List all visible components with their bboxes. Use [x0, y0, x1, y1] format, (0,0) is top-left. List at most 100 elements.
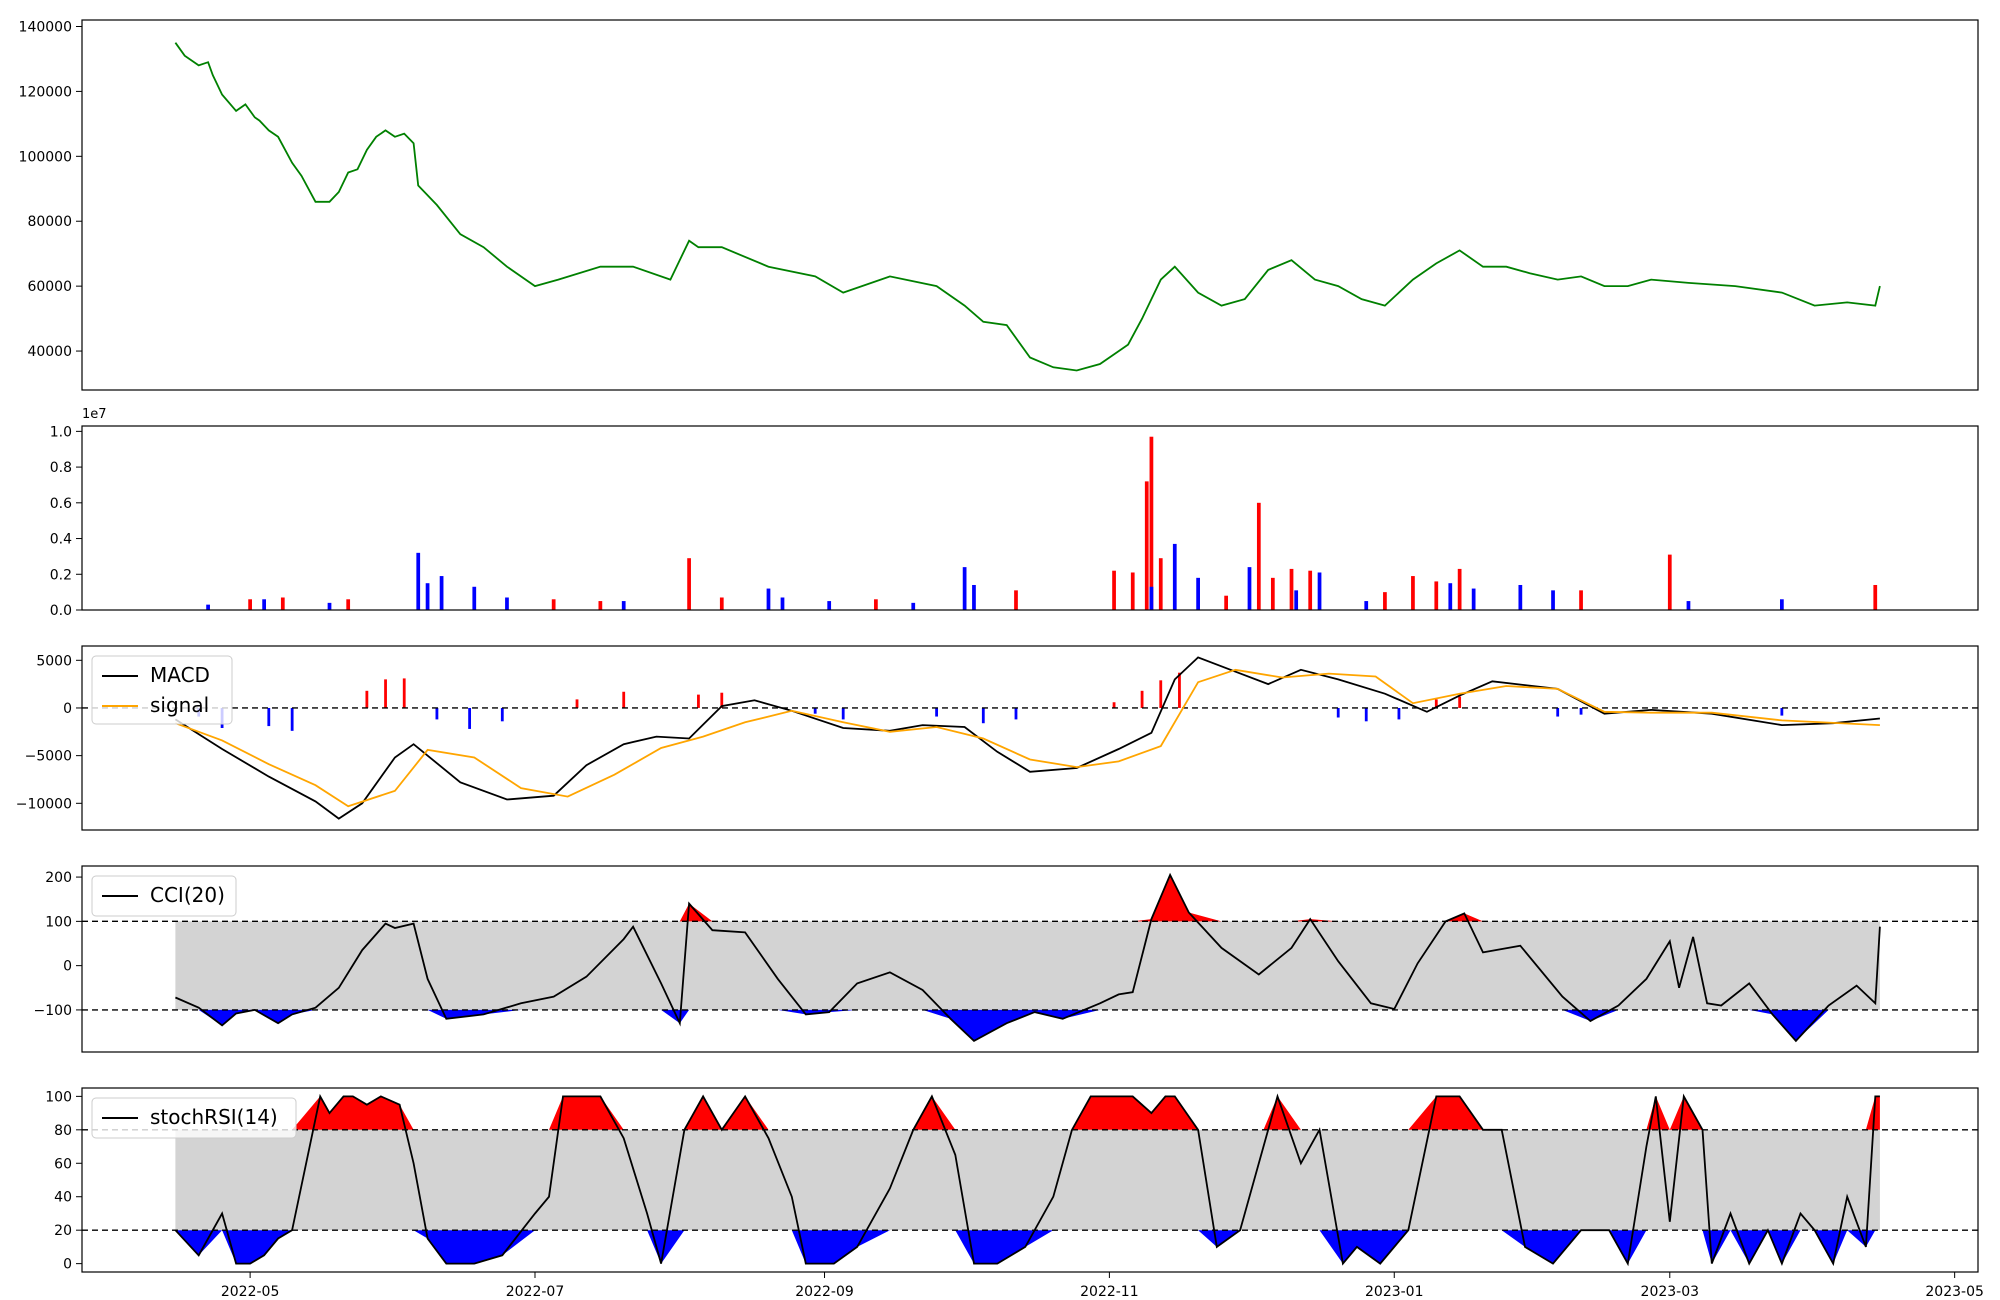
volume-bar — [1873, 584, 1878, 610]
macd-histogram-bar — [981, 707, 985, 724]
volume-bar — [1270, 577, 1275, 610]
macd-histogram-bar — [1458, 696, 1462, 708]
macd-histogram-bar — [384, 679, 387, 708]
volume-bar — [1411, 576, 1415, 610]
macd-histogram-bar — [1364, 707, 1368, 722]
volume-bar — [687, 558, 691, 610]
macd-histogram-bar — [468, 707, 472, 729]
macd-histogram-bar — [935, 707, 939, 717]
macd-histogram-bar — [402, 678, 406, 708]
volume-bar — [1471, 588, 1476, 610]
volume-ytick-label: 0.6 — [50, 496, 72, 512]
stochrsi-ytick-label: 60 — [54, 1156, 72, 1172]
volume-bar — [1149, 436, 1154, 610]
volume-bar — [1434, 581, 1439, 610]
volume-bar — [911, 602, 916, 610]
macd-histogram-bar — [575, 699, 579, 708]
price-line — [174, 42, 1881, 372]
volume-bar — [1518, 584, 1523, 610]
macd-histogram-bar — [841, 707, 845, 720]
volume-bar — [248, 599, 252, 610]
xtick-label: 2022-07 — [506, 1284, 565, 1300]
macd-histogram-bar — [290, 707, 294, 731]
macd-line — [174, 656, 1880, 820]
volume-bar — [766, 588, 771, 610]
stochrsi-line — [174, 1093, 1880, 1267]
volume-bar — [780, 597, 785, 610]
volume-bar — [1130, 572, 1135, 610]
macd-histogram-bar — [720, 692, 724, 708]
macd-ytick-label: −10000 — [16, 796, 72, 812]
cci-line — [175, 872, 1881, 1043]
legend-box — [91, 1097, 297, 1139]
macd-ytick-label: 0 — [63, 701, 72, 717]
legend-label-signal: signal — [150, 693, 209, 717]
volume-ytick-label: 0.8 — [50, 460, 72, 476]
volume-ytick-label: 0.4 — [50, 532, 72, 548]
legend-box — [91, 875, 237, 917]
macd-legend: MACD signal — [91, 655, 233, 725]
volume-bar — [1667, 554, 1672, 610]
macd-histogram-bar — [267, 707, 271, 727]
cci-ytick-label: −100 — [34, 1003, 72, 1019]
volume-ytick-label: 0.2 — [50, 567, 72, 583]
volume-bar — [1579, 590, 1583, 610]
xtick-label: 2023-05 — [1925, 1284, 1984, 1300]
macd-histogram-bar — [1434, 699, 1438, 708]
volume-bar — [505, 597, 509, 610]
macd-histogram-bar — [1579, 707, 1583, 715]
price-ytick-label: 140000 — [19, 19, 72, 35]
volume-bar — [1457, 568, 1462, 610]
macd-histogram-bar — [365, 690, 369, 708]
volume-bar — [1224, 595, 1229, 610]
macd-histogram-bar — [1014, 707, 1018, 720]
cci-frame — [81, 865, 1979, 1053]
xtick-label: 2023-01 — [1365, 1284, 1424, 1300]
volume-bar — [962, 567, 967, 610]
xtick-label: 2023-03 — [1641, 1284, 1700, 1300]
volume-bar — [598, 601, 603, 610]
stochrsi-ytick-label: 40 — [54, 1190, 72, 1206]
macd-histogram-bar — [435, 707, 439, 720]
volume-bar — [1256, 502, 1261, 610]
stochrsi-overbought-fill — [175, 1096, 1880, 1130]
macd-plot-area — [82, 646, 1978, 830]
price-ytick-label: 100000 — [19, 149, 72, 165]
signal-line — [175, 668, 1880, 808]
stochrsi-legend: stochRSI(14) — [91, 1097, 297, 1139]
cci-ytick-label: 100 — [45, 914, 72, 930]
volume-frame — [81, 425, 1979, 611]
macd-histogram-bar — [622, 691, 626, 708]
macd-histogram-bar — [1178, 672, 1181, 708]
price-frame — [81, 19, 1979, 391]
macd-histogram-bar — [500, 707, 504, 722]
volume-bar — [206, 604, 210, 610]
price-ytick-label: 120000 — [19, 84, 72, 100]
cci-panel: −100 0 100 200 CCI(20) — [34, 865, 1979, 1053]
legend-label-macd: MACD — [150, 663, 210, 687]
volume-bar — [1158, 558, 1163, 610]
legend-label-cci: CCI(20) — [150, 883, 225, 907]
xtick-label: 2022-11 — [1080, 1284, 1139, 1300]
cci-legend: CCI(20) — [91, 875, 237, 917]
volume-ytick-label: 1.0 — [50, 424, 72, 440]
stochrsi-ytick-label: 100 — [45, 1089, 72, 1105]
macd-histogram-bar — [1397, 707, 1401, 720]
volume-bar — [551, 599, 556, 610]
price-ytick-label: 60000 — [27, 279, 72, 295]
volume-bar — [1014, 590, 1018, 610]
volume-bar — [439, 576, 444, 610]
cci-ytick-label: 0 — [63, 959, 72, 975]
volume-bar — [621, 601, 626, 610]
volume-bar — [1448, 583, 1453, 610]
volume-bar — [1172, 543, 1177, 610]
price-ytick-label: 40000 — [27, 344, 72, 360]
stochrsi-ytick-label: 20 — [54, 1223, 72, 1239]
macd-ytick-label: 5000 — [36, 653, 72, 669]
volume-bar — [1551, 590, 1555, 610]
stochrsi-ytick-label: 80 — [54, 1123, 72, 1139]
price-panel: 40000 60000 80000 100000 120000 140000 — [19, 19, 1979, 391]
volume-bar — [1149, 586, 1154, 610]
cci-ytick-label: 200 — [45, 870, 72, 886]
